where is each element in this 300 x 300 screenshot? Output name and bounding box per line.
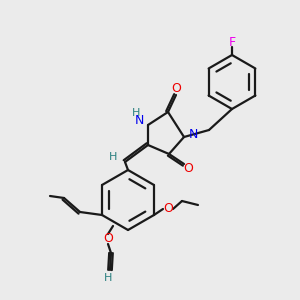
Text: N: N [189,128,198,140]
Text: O: O [103,232,113,245]
Text: H: H [132,108,140,118]
Text: O: O [163,202,173,215]
Text: H: H [109,152,117,162]
Text: H: H [104,273,112,283]
Text: F: F [228,35,236,49]
Text: O: O [183,163,193,176]
Text: N: N [135,115,144,128]
Text: O: O [171,82,181,95]
